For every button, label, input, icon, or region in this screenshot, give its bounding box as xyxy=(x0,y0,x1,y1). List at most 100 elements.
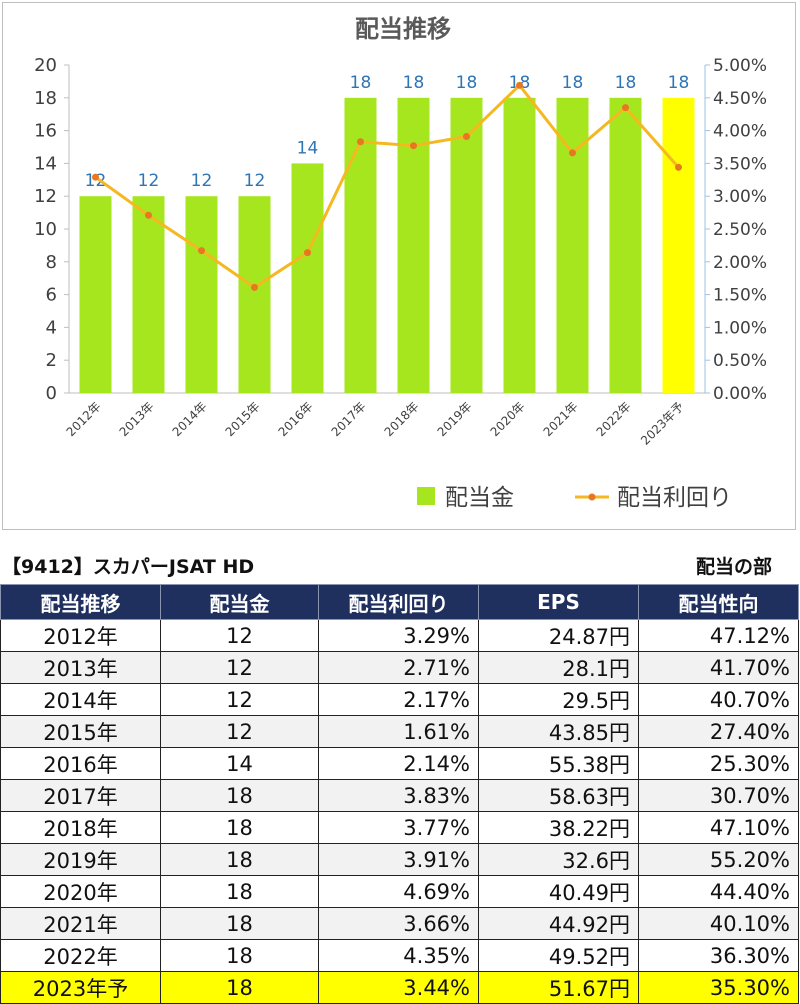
bar xyxy=(291,163,324,393)
right-tick-label: 0.50% xyxy=(713,351,767,371)
cell-payout: 41.70% xyxy=(638,651,799,684)
cell-year: 2016年 xyxy=(0,747,161,780)
bar xyxy=(556,97,589,394)
x-tick-label: 2015年 xyxy=(223,399,263,439)
cell-yield: 2.17% xyxy=(318,683,479,716)
section-label: 配当の部 xyxy=(695,556,772,578)
yield-point xyxy=(463,133,470,141)
left-tick-label: 6 xyxy=(46,285,57,306)
bar xyxy=(450,97,483,394)
cell-yield: 3.77% xyxy=(318,811,479,844)
cell-dividend: 18 xyxy=(160,907,319,940)
legend-swatch-dividend xyxy=(417,487,435,505)
right-tick-label: 1.50% xyxy=(713,286,767,306)
bar-data-label: 12 xyxy=(138,171,160,191)
cell-eps: 38.22円 xyxy=(478,811,639,844)
cell-year: 2014年 xyxy=(0,683,161,716)
yield-point xyxy=(410,142,417,150)
cell-payout: 36.30% xyxy=(638,939,799,972)
x-tick-label: 2016年 xyxy=(276,399,316,439)
yield-point xyxy=(251,283,258,291)
cell-dividend: 18 xyxy=(160,779,319,812)
yield-point xyxy=(357,138,364,146)
bar-data-label: 18 xyxy=(350,73,372,93)
x-tick-label: 2019年 xyxy=(435,399,475,439)
bar xyxy=(132,196,165,393)
cell-payout: 25.30% xyxy=(638,747,799,780)
x-tick-label: 2018年 xyxy=(382,399,422,439)
left-tick-label: 18 xyxy=(34,88,57,109)
stock-title: 【9412】スカパーJSAT HD xyxy=(2,556,255,578)
cell-year: 2022年 xyxy=(0,939,161,972)
bar-data-label: 12 xyxy=(244,171,266,191)
cell-payout: 47.12% xyxy=(638,619,799,652)
bar-data-label: 18 xyxy=(403,73,425,93)
cell-yield: 1.61% xyxy=(318,715,479,748)
yield-point xyxy=(198,247,205,255)
cell-yield: 4.69% xyxy=(318,875,479,908)
cell-yield: 3.83% xyxy=(318,779,479,812)
cell-payout: 35.30% xyxy=(638,971,799,1004)
cell-eps: 44.92円 xyxy=(478,907,639,940)
x-tick-label: 2021年 xyxy=(541,399,581,439)
table-row: 2016年 14 2.14% 55.38円 25.30% xyxy=(0,747,799,780)
cell-dividend: 18 xyxy=(160,843,319,876)
table-row: 2013年 12 2.71% 28.1円 41.70% xyxy=(0,651,799,684)
right-tick-label: 5.00% xyxy=(713,56,767,76)
cell-payout: 30.70% xyxy=(638,779,799,812)
bar-data-label: 14 xyxy=(297,138,319,158)
table-row: 2012年 12 3.29% 24.87円 47.12% xyxy=(0,619,799,652)
cell-eps: 32.6円 xyxy=(478,843,639,876)
yield-point xyxy=(622,104,629,112)
legend-label-dividend: 配当金 xyxy=(445,485,514,511)
bar-data-label: 18 xyxy=(615,73,637,93)
right-tick-label: 2.50% xyxy=(713,220,767,240)
left-tick-label: 8 xyxy=(46,252,57,273)
x-tick-label: 2012年 xyxy=(64,399,104,439)
cell-dividend: 14 xyxy=(160,747,319,780)
chart-legend: 配当金 配当利回り xyxy=(417,485,732,511)
cell-eps: 43.85円 xyxy=(478,715,639,748)
cell-payout: 55.20% xyxy=(638,843,799,876)
col-header-yield: 配当利回り xyxy=(318,584,479,620)
bar-data-label: 12 xyxy=(191,171,213,191)
cell-year: 2013年 xyxy=(0,651,161,684)
cell-dividend: 12 xyxy=(160,715,319,748)
left-tick-label: 20 xyxy=(34,55,57,76)
right-tick-label: 2.00% xyxy=(713,253,767,273)
table-row: 2023年予 18 3.44% 51.67円 35.30% xyxy=(0,971,799,1004)
bar-data-label: 12 xyxy=(85,171,107,191)
left-tick-label: 16 xyxy=(34,121,57,142)
cell-eps: 40.49円 xyxy=(478,875,639,908)
col-header-year: 配当推移 xyxy=(0,584,161,620)
bar xyxy=(662,97,695,394)
table-header: 配当推移 配当金 配当利回り EPS 配当性向 xyxy=(0,584,799,620)
cell-dividend: 12 xyxy=(160,651,319,684)
left-tick-label: 0 xyxy=(46,383,57,404)
cell-year: 2018年 xyxy=(0,811,161,844)
cell-yield: 4.35% xyxy=(318,939,479,972)
x-tick-label: 2020年 xyxy=(488,399,528,439)
table-row: 2020年 18 4.69% 40.49円 44.40% xyxy=(0,875,799,908)
cell-eps: 49.52円 xyxy=(478,939,639,972)
bar xyxy=(344,97,377,394)
cell-eps: 29.5円 xyxy=(478,683,639,716)
cell-year: 2015年 xyxy=(0,715,161,748)
right-tick-label: 3.00% xyxy=(713,187,767,207)
bar xyxy=(609,97,642,394)
right-tick-label: 0.00% xyxy=(713,384,767,404)
yield-point xyxy=(675,163,682,171)
chart-title: 配当推移 xyxy=(355,15,451,43)
cell-dividend: 18 xyxy=(160,811,319,844)
x-tick-label: 2017年 xyxy=(329,399,369,439)
cell-eps: 51.67円 xyxy=(478,971,639,1004)
dividend-chart: 配当推移 0 2 4 6 8 10 12 14 16 18 20 0.00% 0.50% 1.00% 1.5… xyxy=(2,2,796,530)
yield-point xyxy=(145,211,152,219)
x-tick-label: 2023年予 xyxy=(638,399,686,447)
cell-payout: 40.70% xyxy=(638,683,799,716)
x-tick-label: 2022年 xyxy=(594,399,634,439)
cell-yield: 2.14% xyxy=(318,747,479,780)
right-tick-label: 1.00% xyxy=(713,318,767,338)
col-header-eps: EPS xyxy=(478,584,639,620)
bar-data-label: 18 xyxy=(562,73,584,93)
